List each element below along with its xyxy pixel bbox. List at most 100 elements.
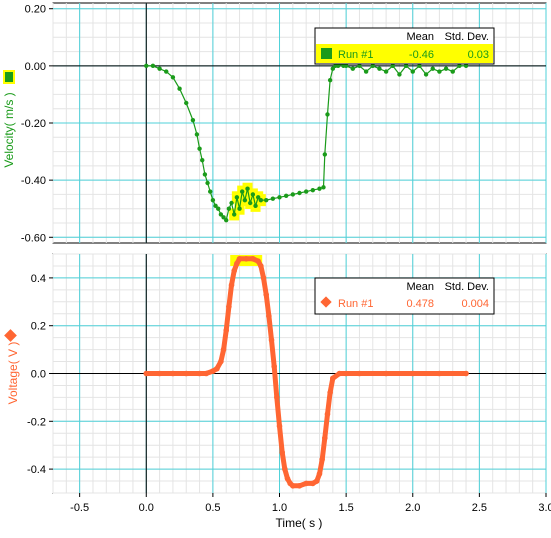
x-tick-label: 2.5: [472, 502, 487, 514]
voltage-point: [322, 435, 328, 441]
velocity-legend-highlight: [316, 44, 493, 63]
y-tick-label: -0.20: [21, 118, 46, 130]
voltage-point: [274, 394, 280, 401]
y-tick-label: -0.4: [27, 464, 46, 476]
velocity-line: [146, 62, 467, 222]
voltage-point: [255, 258, 261, 264]
velocity-point: [242, 197, 248, 203]
velocity-point: [194, 132, 200, 137]
velocity-point: [343, 63, 349, 69]
velocity-point: [255, 195, 261, 200]
voltage-point: [282, 466, 288, 472]
voltage-point: [260, 275, 267, 281]
voltage-legend-mean: 0.478: [406, 298, 434, 310]
velocity-y-axis-label: Velocity( m/s ): [2, 92, 16, 167]
velocity-point: [270, 196, 276, 201]
voltage-point: [356, 370, 363, 377]
velocity-point: [327, 77, 333, 83]
voltage-point: [143, 370, 150, 377]
velocity-series[interactable]: [144, 60, 469, 223]
voltage-point: [319, 456, 325, 463]
voltage-point: [220, 346, 227, 353]
voltage-legend[interactable]: Mean Std. Dev. Run #1 0.478 0.004: [314, 277, 495, 315]
velocity-point: [370, 63, 375, 69]
velocity-point: [226, 206, 232, 211]
voltage-legend-std-header: Std. Dev.: [445, 281, 489, 293]
velocity-legend-mean: -0.46: [409, 49, 434, 61]
y-tick-label: -0.2: [27, 416, 46, 428]
velocity-point: [321, 185, 326, 190]
voltage-point: [463, 370, 469, 377]
voltage-point: [314, 478, 320, 484]
velocity-point: [330, 66, 336, 71]
voltage-point: [290, 483, 296, 489]
velocity-point: [258, 197, 264, 203]
velocity-point: [335, 63, 341, 69]
voltage-point: [258, 263, 264, 269]
velocity-point: [245, 186, 250, 191]
y-tick-label: -0.60: [21, 232, 46, 244]
velocity-point: [157, 66, 162, 71]
velocity-point: [184, 100, 189, 106]
voltage-legend-std: 0.004: [461, 298, 489, 310]
voltage-point: [303, 480, 309, 487]
velocity-point: [310, 187, 316, 193]
velocity-point: [170, 75, 176, 80]
velocity-point: [221, 215, 226, 220]
voltage-point: [250, 255, 256, 262]
voltage-legend-run: Run #1: [338, 298, 373, 310]
velocity-point: [218, 212, 224, 217]
velocity-point: [423, 72, 429, 77]
voltage-point: [226, 303, 232, 310]
velocity-point: [403, 63, 409, 69]
voltage-point: [330, 375, 336, 382]
velocity-series-marker-swatch: [5, 72, 13, 82]
x-tick-label: 0.5: [205, 502, 220, 514]
time-x-axis-label: Time( s ): [276, 516, 323, 530]
velocity-point: [437, 69, 442, 74]
voltage-series-marker-icon[interactable]: [4, 329, 17, 342]
velocity-point: [383, 69, 389, 74]
y-tick-label: 0.20: [25, 4, 46, 16]
velocity-point: [237, 206, 242, 211]
x-tick-label: 2.0: [405, 502, 420, 514]
voltage-point: [284, 475, 291, 482]
velocity-point: [229, 200, 234, 206]
voltage-legend-swatch: [320, 296, 332, 308]
velocity-point: [224, 217, 229, 223]
velocity-point: [303, 189, 309, 194]
voltage-point: [336, 370, 343, 377]
voltage-point: [327, 389, 333, 396]
velocity-point: [216, 206, 221, 211]
velocity-point: [213, 203, 218, 209]
velocity-point: [150, 63, 156, 69]
time-x-tick-labels: -0.5 0.0 0.5 1.0 1.5 2.0 2.5 3.0: [70, 502, 551, 514]
voltage-point: [243, 255, 250, 262]
velocity-point: [177, 86, 182, 91]
velocity-point: [390, 63, 395, 69]
x-tick-label: 1.0: [272, 502, 287, 514]
voltage-series[interactable]: [143, 255, 469, 489]
velocity-point: [417, 63, 422, 69]
velocity-point: [410, 69, 415, 74]
velocity-y-tick-labels: 0.20 0.00 -0.20 -0.40 -0.60: [21, 4, 46, 245]
velocity-point: [234, 195, 240, 200]
velocity-legend-run: Run #1: [338, 49, 373, 61]
velocity-point: [357, 63, 362, 69]
velocity-point: [283, 193, 289, 199]
velocity-point: [248, 200, 253, 206]
voltage-point: [316, 471, 323, 477]
voltage-point: [276, 423, 283, 429]
velocity-legend-std: 0.03: [468, 49, 489, 61]
velocity-point: [197, 146, 202, 151]
x-tick-label: -0.5: [70, 502, 89, 514]
voltage-point: [156, 370, 163, 377]
velocity-legend[interactable]: Mean Std. Dev. Run #1 -0.46 0.03: [314, 27, 495, 65]
velocity-point: [190, 117, 196, 123]
x-tick-label: 1.5: [338, 502, 353, 514]
velocity-point: [240, 189, 245, 194]
velocity-point: [450, 69, 455, 74]
voltage-point: [223, 327, 230, 334]
velocity-point: [164, 69, 169, 74]
